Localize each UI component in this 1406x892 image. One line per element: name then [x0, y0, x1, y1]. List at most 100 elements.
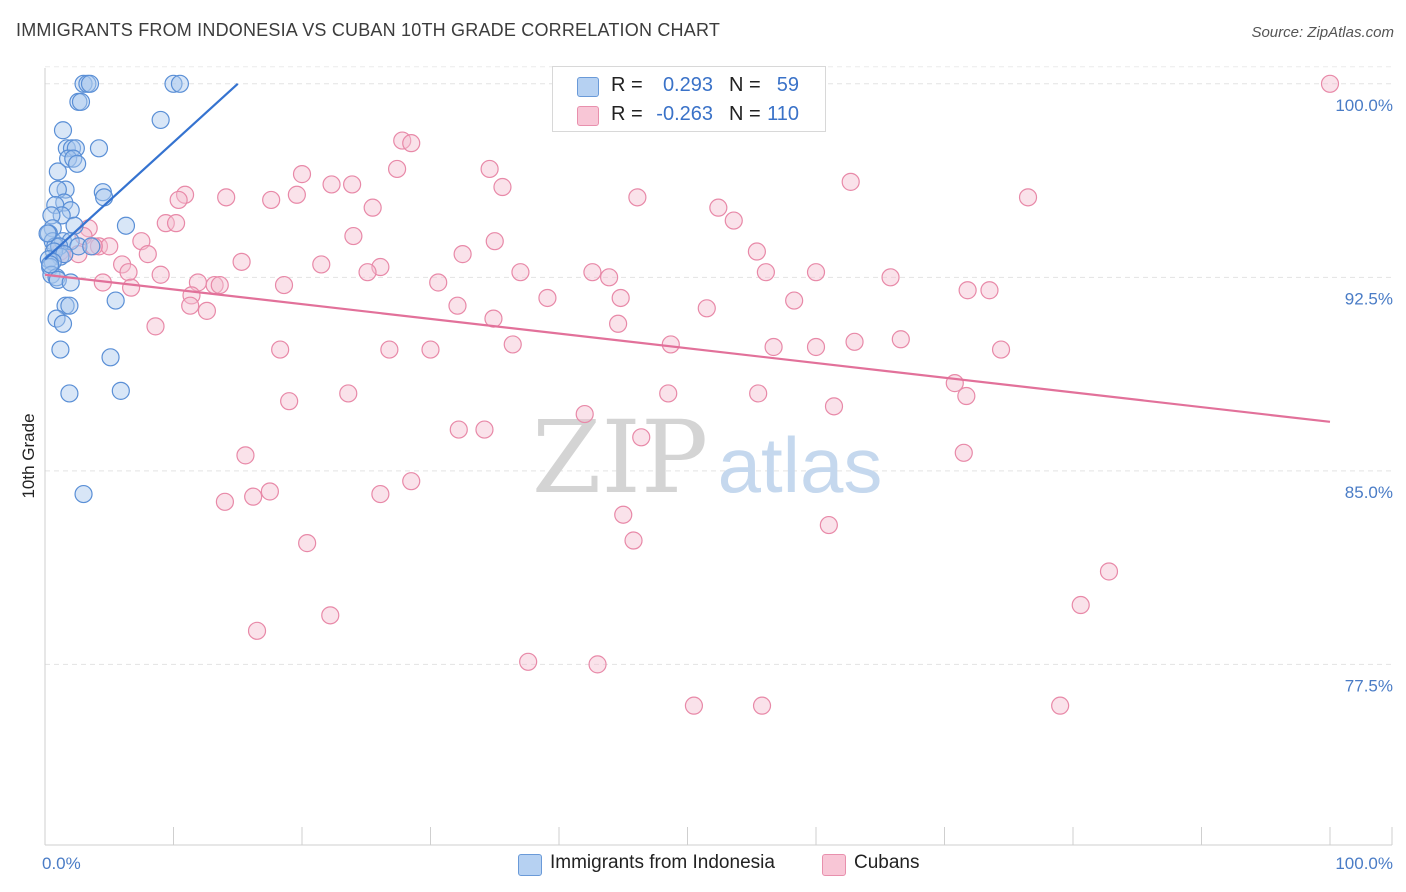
bottom-legend-label: Immigrants from Indonesia: [550, 852, 775, 873]
indonesia-point: [48, 162, 67, 181]
y-tick-label: 100.0%: [1335, 96, 1393, 115]
cubans-point: [958, 281, 977, 300]
cubans-point: [624, 531, 643, 550]
cubans-point: [339, 384, 358, 403]
cubans-point: [322, 175, 341, 194]
cubans-point: [991, 340, 1011, 359]
indonesia-point: [60, 296, 79, 315]
cubans-point: [210, 275, 229, 295]
cubans-point: [271, 340, 290, 359]
cubans-point: [609, 314, 628, 333]
cubans-point: [380, 340, 399, 359]
cubans-point: [538, 288, 557, 308]
cubans-point: [1099, 562, 1119, 581]
cubans-point: [429, 273, 448, 292]
series-cubans: [51, 74, 1340, 715]
cubans-point: [881, 268, 900, 287]
cubans-point: [806, 263, 826, 282]
cubans-point: [957, 386, 976, 406]
cubans-point: [280, 392, 299, 411]
cubans-point: [292, 165, 312, 184]
axes: [44, 68, 1393, 846]
cubans-point: [453, 245, 472, 264]
cubans-point: [260, 482, 279, 501]
indonesia-point: [60, 384, 79, 403]
cubans-point: [575, 404, 594, 424]
bottom-legend: Immigrants from Indonesia Cubans: [0, 852, 1406, 878]
chart-title: IMMIGRANTS FROM INDONESIA VS CUBAN 10TH …: [16, 20, 721, 40]
legend-r-label: R =: [611, 74, 643, 96]
cubans-point: [402, 472, 421, 491]
cubans-point: [217, 188, 236, 207]
y-tick-label: 92.5%: [1345, 289, 1393, 308]
cubans-point: [166, 214, 186, 233]
legend-n-value: 59: [776, 74, 799, 96]
cubans-point: [274, 275, 294, 295]
bottom-legend-swatch-blue: [518, 854, 542, 876]
indonesia-point: [89, 139, 109, 158]
cubans-point: [138, 245, 157, 264]
cubans-point: [659, 384, 678, 403]
cubans-point: [232, 252, 251, 271]
cubans-point: [485, 232, 504, 251]
indonesia-point: [53, 121, 73, 140]
cubans-point: [1071, 595, 1090, 615]
cubans-point: [343, 175, 362, 194]
cubans-point: [146, 317, 165, 336]
cubans-point: [119, 263, 138, 282]
indonesia-point: [38, 224, 57, 243]
cubans-point: [785, 291, 804, 310]
cubans-point: [980, 281, 999, 300]
cubans-point: [480, 159, 499, 179]
indonesia-point: [53, 314, 73, 333]
cubans-point: [448, 296, 467, 315]
cubans-point: [819, 515, 838, 535]
cubans-point: [1018, 188, 1038, 207]
indonesia-point: [101, 348, 120, 367]
cubans-point: [262, 190, 281, 210]
cubans-point: [661, 335, 680, 354]
indonesia-point: [59, 149, 78, 168]
indonesia-point: [80, 74, 100, 93]
watermark-zip: ZIP: [532, 399, 708, 516]
legend-n-label: N =: [729, 74, 761, 96]
cubans-point: [89, 237, 109, 256]
legend-r-value: 0.293: [662, 74, 713, 96]
cubans-point: [215, 492, 234, 511]
cubans-point: [684, 696, 704, 715]
legend-row-indonesia: R = 0.293 N = 59: [553, 71, 825, 101]
legend-swatch-blue: [577, 77, 599, 97]
cubans-point: [519, 652, 538, 671]
x-tick-label: 0.0%: [42, 854, 81, 873]
cubans-point: [709, 198, 728, 217]
cubans-point: [954, 443, 973, 462]
cubans-point: [321, 606, 340, 625]
cubans-point: [247, 621, 267, 640]
bottom-legend-swatch-pink: [822, 854, 846, 876]
cubans-point: [752, 696, 772, 715]
cubans-point: [151, 265, 170, 284]
indonesia-point: [106, 291, 125, 310]
cubans-trend-line: [44, 273, 1331, 423]
cubans-point: [344, 226, 363, 246]
indonesia-point: [116, 216, 136, 235]
cubans-point: [632, 428, 651, 447]
cubans-point: [244, 487, 263, 506]
cubans-point: [628, 188, 647, 207]
cubans-point: [312, 255, 331, 274]
grid-lines: [45, 66, 1392, 665]
indonesia-point: [111, 381, 130, 400]
cubans-point: [891, 330, 910, 349]
cubans-point: [156, 214, 175, 233]
legend-box: R = 0.293 N = 59 R = -0.263 N = 110: [552, 66, 826, 132]
indonesia-point: [68, 154, 87, 173]
cubans-point: [697, 299, 716, 318]
cubans-point: [747, 242, 766, 261]
indonesia-point: [74, 484, 93, 504]
indonesia-point: [69, 237, 88, 256]
cubans-point: [824, 397, 844, 416]
legend-n-value: 110: [767, 103, 799, 125]
bottom-legend-label: Cubans: [854, 852, 920, 873]
cubans-point: [806, 337, 826, 357]
cubans-point: [236, 446, 255, 465]
